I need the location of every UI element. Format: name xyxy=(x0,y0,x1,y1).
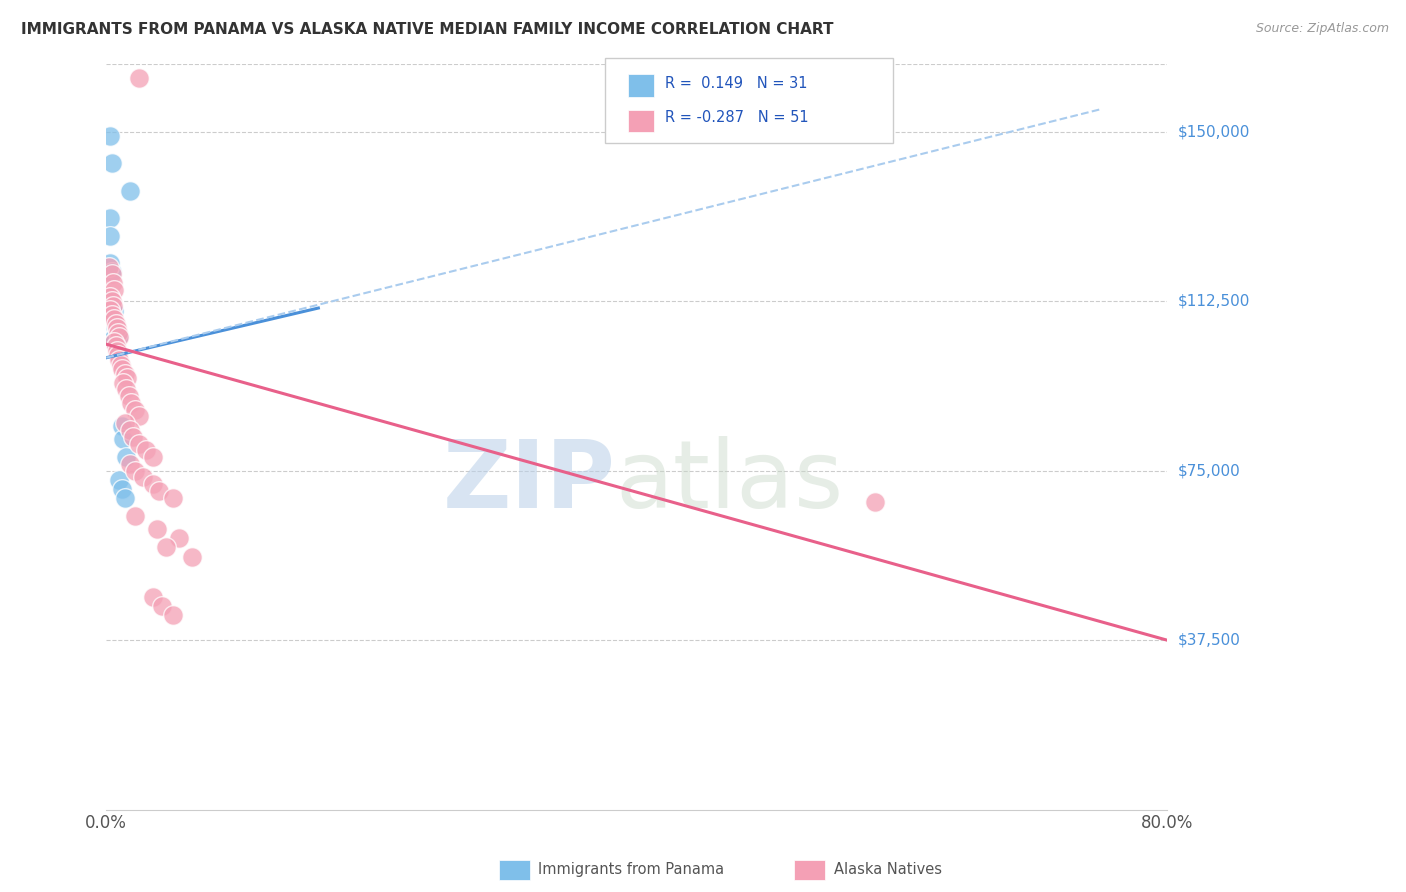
Point xyxy=(128,436,150,450)
Point xyxy=(104,339,127,353)
Point xyxy=(103,303,125,318)
Point xyxy=(103,318,125,332)
Point xyxy=(181,549,204,564)
Point xyxy=(98,228,121,243)
Point xyxy=(103,283,125,297)
Point xyxy=(100,267,122,281)
Point xyxy=(145,523,167,537)
Point xyxy=(103,312,125,326)
Text: Source: ZipAtlas.com: Source: ZipAtlas.com xyxy=(1256,22,1389,36)
Point xyxy=(103,334,125,349)
Point xyxy=(112,432,135,446)
Point xyxy=(100,294,122,309)
Point xyxy=(101,332,124,346)
Point xyxy=(100,156,122,170)
Point xyxy=(100,308,122,322)
Point xyxy=(120,423,142,437)
Point xyxy=(142,590,165,604)
Point xyxy=(98,290,121,304)
Point xyxy=(863,495,886,509)
Point xyxy=(105,343,128,358)
Point xyxy=(114,367,136,381)
Point xyxy=(135,443,157,458)
Point xyxy=(115,383,138,397)
Point xyxy=(124,402,146,417)
Point xyxy=(111,418,134,433)
Point xyxy=(97,293,120,307)
Point xyxy=(108,330,131,344)
Point xyxy=(142,450,165,464)
Point xyxy=(167,532,190,546)
Point xyxy=(97,260,120,275)
Point xyxy=(97,306,120,320)
Point xyxy=(98,309,121,323)
Text: R = -0.287   N = 51: R = -0.287 N = 51 xyxy=(665,110,808,125)
Point xyxy=(124,508,146,523)
Text: $150,000: $150,000 xyxy=(1178,124,1250,139)
Point xyxy=(124,464,146,478)
Point xyxy=(104,320,127,334)
Point xyxy=(111,362,134,376)
Text: atlas: atlas xyxy=(616,435,844,527)
Point xyxy=(101,301,124,315)
Point xyxy=(142,477,165,491)
Point xyxy=(105,321,128,335)
Point xyxy=(98,295,121,310)
Text: IMMIGRANTS FROM PANAMA VS ALASKA NATIVE MEDIAN FAMILY INCOME CORRELATION CHART: IMMIGRANTS FROM PANAMA VS ALASKA NATIVE … xyxy=(21,22,834,37)
Point xyxy=(118,389,141,403)
Point xyxy=(120,396,142,410)
Point xyxy=(108,353,131,368)
Point xyxy=(100,312,122,326)
Point xyxy=(101,276,124,290)
Point xyxy=(100,265,122,279)
Point xyxy=(98,303,121,318)
Point xyxy=(107,326,129,340)
Point xyxy=(104,337,127,351)
Point xyxy=(98,129,121,144)
Point xyxy=(120,457,142,471)
Point xyxy=(100,298,122,312)
Point xyxy=(101,299,124,313)
Text: $112,500: $112,500 xyxy=(1178,293,1250,309)
Point xyxy=(132,470,155,484)
Text: ZIP: ZIP xyxy=(443,435,616,527)
Point xyxy=(105,324,128,338)
Point xyxy=(108,473,131,487)
Point xyxy=(98,211,121,225)
Point xyxy=(111,482,134,496)
Point xyxy=(162,491,184,505)
Point xyxy=(108,329,131,343)
Point xyxy=(150,599,173,614)
Text: Alaska Natives: Alaska Natives xyxy=(834,863,942,877)
Point xyxy=(114,491,136,505)
Point xyxy=(120,184,142,198)
Point xyxy=(104,317,127,331)
Text: Immigrants from Panama: Immigrants from Panama xyxy=(538,863,724,877)
Point xyxy=(155,541,177,555)
Point xyxy=(107,349,129,363)
Point xyxy=(117,371,139,385)
Point xyxy=(101,315,124,329)
Point xyxy=(107,326,129,341)
Point xyxy=(98,256,121,270)
Point xyxy=(114,416,136,430)
Text: $75,000: $75,000 xyxy=(1178,463,1240,478)
Point xyxy=(148,483,170,498)
Point xyxy=(112,376,135,390)
Point xyxy=(103,334,125,349)
Point xyxy=(121,430,143,444)
Point xyxy=(128,70,150,85)
Point xyxy=(162,608,184,623)
Text: $37,500: $37,500 xyxy=(1178,632,1241,648)
Point xyxy=(115,450,138,464)
Point xyxy=(110,358,132,372)
Point xyxy=(128,409,150,424)
Text: R =  0.149   N = 31: R = 0.149 N = 31 xyxy=(665,76,807,91)
Point xyxy=(97,290,120,304)
